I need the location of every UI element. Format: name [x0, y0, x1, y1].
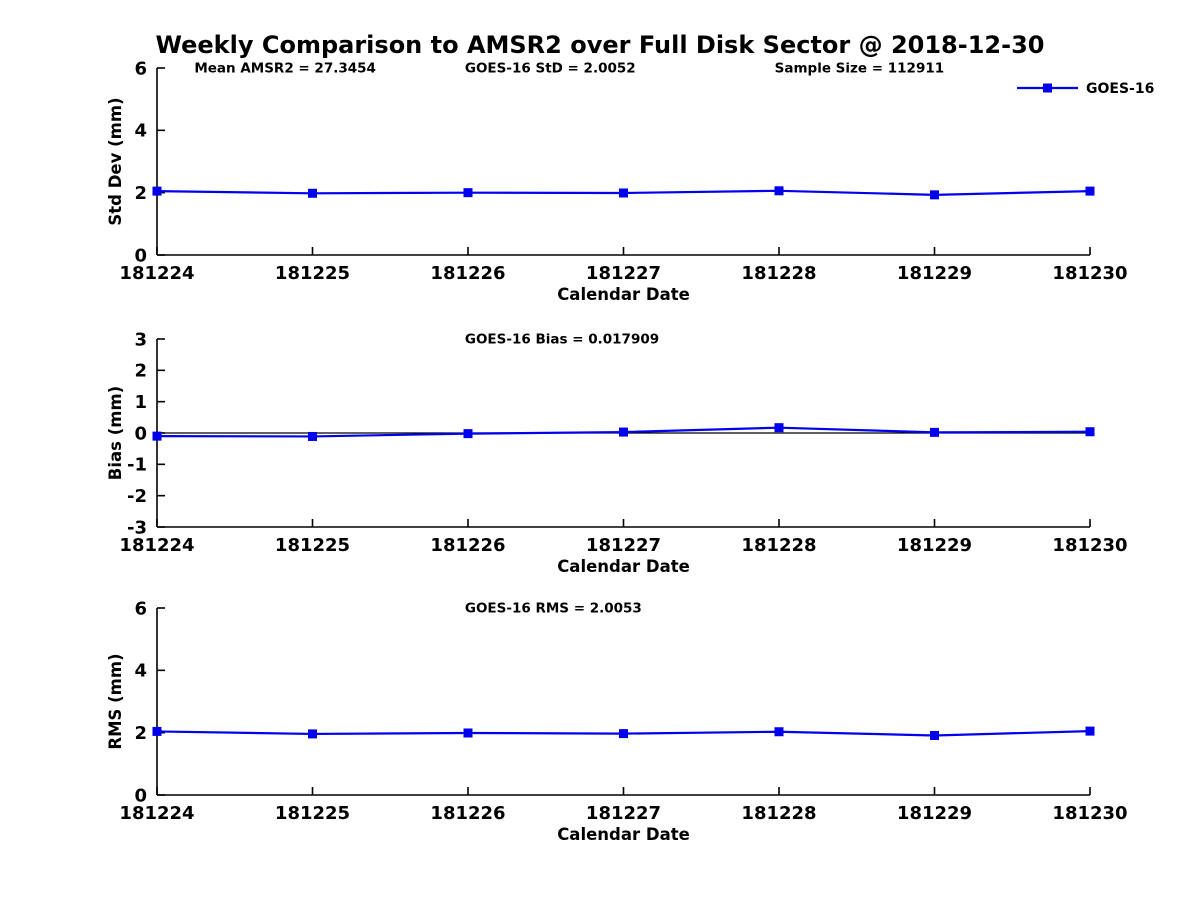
x-tick-label: 181228: [741, 263, 816, 284]
x-tick-label: 181229: [897, 803, 972, 824]
x-tick-label: 181227: [586, 263, 661, 284]
x-tick-label: 181226: [430, 803, 505, 824]
x-tick-label: 181228: [741, 535, 816, 556]
y-tick-label: 6: [134, 598, 147, 619]
data-point: [619, 729, 628, 739]
y-tick-label: 2: [134, 183, 147, 204]
x-tick-label: 181225: [275, 535, 350, 556]
subplot-std-dev: 0 2 4 6 181224 181225 181226 181227 181228 181229…: [106, 58, 1154, 304]
x-axis-title: Calendar Date: [557, 825, 690, 844]
data-point: [463, 188, 473, 198]
data-point: [308, 431, 317, 441]
data-point: [152, 726, 162, 736]
data-point: [774, 727, 784, 737]
y-axis-title: Std Dev (mm): [106, 97, 125, 225]
x-tick-label: 181228: [741, 803, 816, 824]
data-point: [152, 186, 162, 196]
x-tick-label: 181230: [1052, 263, 1127, 284]
data-point: [774, 186, 784, 196]
x-tick-label: 181224: [119, 263, 194, 284]
x-tick-label: 181230: [1052, 535, 1127, 556]
y-axis-title: Bias (mm): [106, 386, 125, 480]
x-tick-label: 181230: [1052, 803, 1127, 824]
y-tick-label: 0: [134, 423, 147, 444]
data-point: [1085, 427, 1095, 437]
y-tick-label: -2: [127, 486, 147, 507]
annotation: GOES-16 StD = 2.0052: [465, 60, 636, 76]
y-axis-title: RMS (mm): [106, 653, 125, 749]
x-tick-label: 181229: [897, 263, 972, 284]
annotation: Sample Size = 112911: [775, 60, 944, 76]
data-point: [619, 427, 628, 437]
x-tick-label: 181224: [119, 803, 194, 824]
y-tick-label: 1: [134, 392, 147, 413]
data-point: [930, 730, 939, 740]
y-tick-label: 4: [134, 661, 147, 682]
data-point: [1085, 726, 1095, 736]
y-tick-label: 4: [134, 121, 147, 142]
annotation: Mean AMSR2 = 27.3454: [194, 60, 376, 76]
legend-marker: [1043, 83, 1052, 93]
annotation: GOES-16 RMS = 2.0053: [465, 600, 642, 616]
data-point: [619, 188, 628, 198]
data-point: [930, 190, 939, 200]
x-tick-label: 181227: [586, 535, 661, 556]
y-tick-label: -3: [127, 517, 147, 538]
x-tick-label: 181224: [119, 535, 194, 556]
legend-label: GOES-16: [1086, 81, 1154, 97]
data-point: [1085, 186, 1095, 196]
y-tick-label: 6: [134, 58, 147, 79]
legend: GOES-16: [1017, 81, 1154, 97]
x-tick-label: 181225: [275, 263, 350, 284]
y-tick-label: 0: [134, 245, 147, 266]
x-axis-title: Calendar Date: [557, 285, 690, 304]
data-point: [308, 729, 317, 739]
subplot-bias: -3 -2 -1 0 1 2 3 181224 181225 181226 181227 181228…: [106, 329, 1128, 576]
data-point: [152, 431, 162, 441]
x-tick-label: 181225: [275, 803, 350, 824]
y-tick-label: 0: [134, 785, 147, 806]
y-tick-label: 2: [134, 723, 147, 744]
data-point: [463, 429, 473, 439]
data-point: [463, 728, 473, 738]
data-point: [930, 427, 939, 437]
x-tick-label: 181226: [430, 263, 505, 284]
data-point: [774, 423, 784, 433]
x-axis-title: Calendar Date: [557, 557, 690, 576]
x-tick-label: 181227: [586, 803, 661, 824]
y-tick-label: 2: [134, 361, 147, 382]
data-point: [308, 188, 317, 198]
subplot-rms: 0 2 4 6 181224 181225 181226 181227 181228 181229…: [106, 598, 1128, 844]
y-tick-label: 3: [134, 329, 147, 350]
y-tick-label: -1: [127, 455, 147, 476]
x-tick-label: 181229: [897, 535, 972, 556]
annotation: GOES-16 Bias = 0.017909: [465, 331, 659, 347]
x-tick-label: 181226: [430, 535, 505, 556]
figure-title: Weekly Comparison to AMSR2 over Full Dis…: [155, 31, 1045, 59]
